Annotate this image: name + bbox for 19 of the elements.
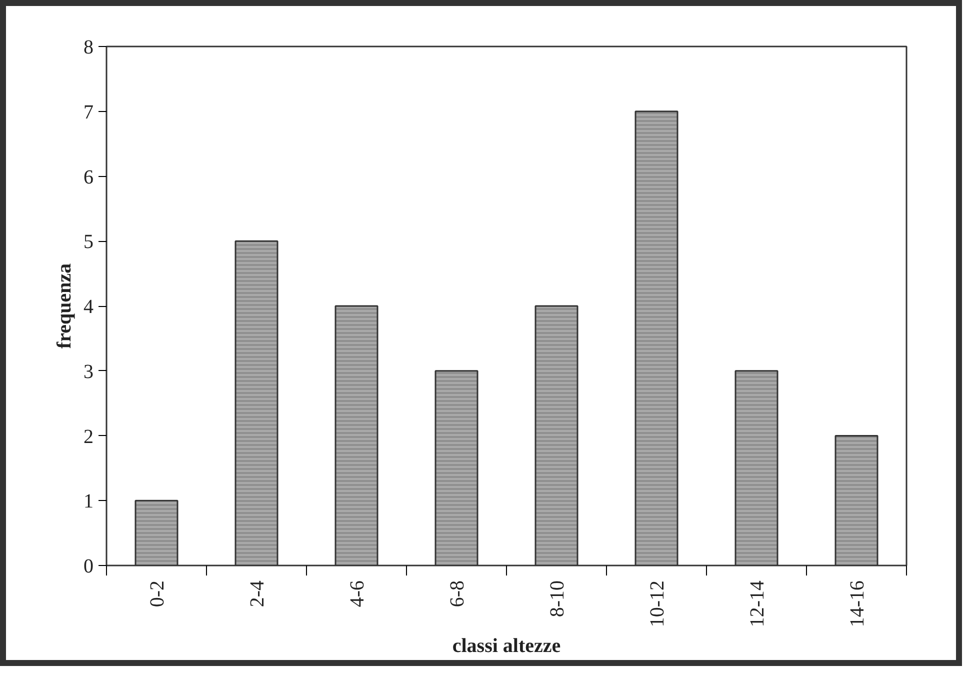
y-tick-label: 3 xyxy=(84,360,94,383)
x-tick-label: 4-6 xyxy=(346,580,368,608)
y-tick-label: 5 xyxy=(84,231,94,254)
x-tick-label: 10-12 xyxy=(646,580,668,628)
y-tick-label: 4 xyxy=(84,296,94,318)
y-tick-label: 1 xyxy=(84,490,94,513)
x-axis-title: classi altezze xyxy=(452,635,561,658)
y-tick-label: 8 xyxy=(84,36,94,58)
x-tick-label: 0-2 xyxy=(146,580,168,608)
x-tick-label: 12-14 xyxy=(746,580,768,628)
y-tick-label: 7 xyxy=(84,101,94,124)
x-tick-label: 8-10 xyxy=(546,580,568,618)
y-tick-label: 6 xyxy=(84,166,94,188)
x-tick-label: 14-16 xyxy=(846,580,868,628)
y-tick-label: 0 xyxy=(84,556,94,578)
y-axis-title: frequenza xyxy=(54,263,76,349)
y-tick-label: 2 xyxy=(84,426,94,448)
x-tick-label: 6-8 xyxy=(446,580,468,608)
x-tick-label: 2-4 xyxy=(246,580,268,608)
